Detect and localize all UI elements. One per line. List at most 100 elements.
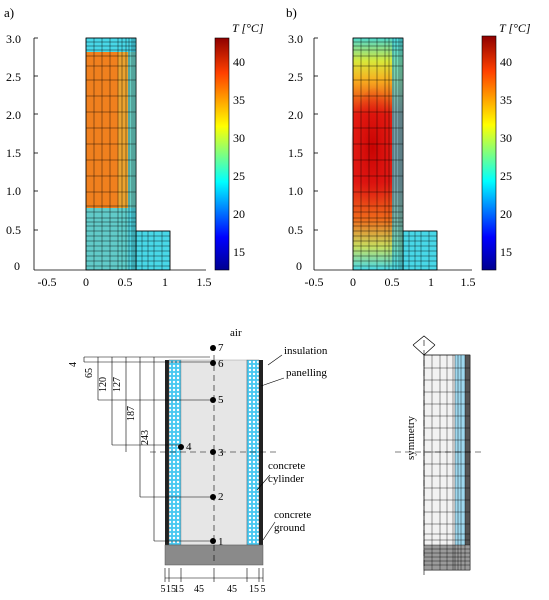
section-callouts: insulation panelling concrete cylinder c… xyxy=(268,345,328,534)
svg-text:7: 7 xyxy=(218,342,224,354)
panel-b-colorbar-title: T [°C] xyxy=(499,21,531,35)
width-dimensions xyxy=(164,568,264,582)
mesh-insulation xyxy=(455,355,465,545)
svg-text:25: 25 xyxy=(233,169,245,183)
mesh-panelling xyxy=(465,355,470,545)
panel-a-x-axis: -0.5 0 0.5 1 1.5 xyxy=(38,275,212,289)
svg-text:30: 30 xyxy=(233,131,245,145)
symmetry-label: symmetry xyxy=(405,416,417,460)
panel-a-colorbar-ticks: 40 35 30 25 20 15 xyxy=(233,55,245,259)
svg-text:2.0: 2.0 xyxy=(288,108,303,122)
concrete-cylinder-callout-2: cylinder xyxy=(268,473,304,485)
dim-243: 243 xyxy=(140,430,151,445)
dim-127: 127 xyxy=(112,377,123,392)
svg-text:4: 4 xyxy=(186,441,192,453)
svg-text:30: 30 xyxy=(500,131,512,145)
svg-text:1.5: 1.5 xyxy=(288,146,303,160)
svg-text:0.5: 0.5 xyxy=(118,275,133,289)
panel-b-ground xyxy=(403,231,437,270)
panel-b-y-axis: 3.0 2.5 2.0 1.5 1.0 0.5 0 xyxy=(288,32,303,273)
wdim-7: 5 xyxy=(261,584,266,595)
dim-120: 120 xyxy=(98,377,109,392)
panel-a-label: a) xyxy=(4,5,14,20)
wdim-1: 5 xyxy=(161,584,166,595)
svg-text:15: 15 xyxy=(500,245,512,259)
insulation-callout: insulation xyxy=(284,345,328,357)
svg-text:3.0: 3.0 xyxy=(6,32,21,46)
panel-b-x-axis: -0.5 0 0.5 1 1.5 xyxy=(305,275,476,289)
svg-text:1: 1 xyxy=(218,536,224,548)
concrete-ground-callout-2: ground xyxy=(274,522,306,534)
svg-text:15: 15 xyxy=(233,245,245,259)
mesh-diagram: symmetry xyxy=(395,335,482,575)
point-3 xyxy=(210,449,216,455)
svg-text:5: 5 xyxy=(218,394,224,406)
panel-a-colorbar-title: T [°C] xyxy=(232,21,264,35)
svg-text:0.5: 0.5 xyxy=(385,275,400,289)
svg-text:0: 0 xyxy=(83,275,89,289)
dim-187: 187 xyxy=(126,406,137,421)
point-7 xyxy=(210,345,216,351)
svg-text:1.0: 1.0 xyxy=(288,184,303,198)
concrete-ground-callout-1: concrete xyxy=(274,509,311,521)
symmetry-mark xyxy=(412,335,436,356)
point-1 xyxy=(210,538,216,544)
panel-b-mesh xyxy=(352,37,438,271)
panelling-callout: panelling xyxy=(286,367,327,379)
panel-a: a) 3.0 2.5 2.0 1.5 1.0 0.5 0 -0.5 0 xyxy=(4,5,264,289)
svg-text:1.5: 1.5 xyxy=(197,275,212,289)
panel-b-colorbar xyxy=(481,35,497,271)
point-2 xyxy=(210,494,216,500)
svg-text:35: 35 xyxy=(233,93,245,107)
svg-text:2.5: 2.5 xyxy=(6,70,21,84)
svg-text:20: 20 xyxy=(233,207,245,221)
wdim-2: 15 xyxy=(166,584,176,595)
wdim-6: 15 xyxy=(249,584,259,595)
dim-65: 65 xyxy=(84,368,95,378)
svg-text:2.0: 2.0 xyxy=(6,108,21,122)
wdim-5: 45 xyxy=(227,584,237,595)
panel-a-colorbar xyxy=(214,37,230,271)
svg-text:20: 20 xyxy=(500,207,512,221)
svg-text:2.5: 2.5 xyxy=(288,70,303,84)
svg-text:35: 35 xyxy=(500,93,512,107)
dim-4: 4 xyxy=(68,362,79,367)
panelling-right xyxy=(259,360,263,545)
svg-text:25: 25 xyxy=(500,169,512,183)
concrete-cylinder-callout-1: concrete xyxy=(268,460,305,472)
svg-text:-0.5: -0.5 xyxy=(38,275,57,289)
point-5 xyxy=(210,397,216,403)
point-6 xyxy=(210,360,216,366)
svg-text:0.5: 0.5 xyxy=(6,223,21,237)
panel-b: b) 3.0 2.5 2.0 1.5 1.0 0.5 0 -0.5 0 0.5 xyxy=(286,5,531,289)
panel-b-label: b) xyxy=(286,5,297,20)
svg-text:3: 3 xyxy=(218,447,224,459)
svg-text:6: 6 xyxy=(218,358,224,370)
svg-text:1.5: 1.5 xyxy=(461,275,476,289)
panel-a-y-axis: 3.0 2.5 2.0 1.5 1.0 0.5 0 xyxy=(6,32,21,273)
air-label: air xyxy=(230,327,242,339)
svg-text:1: 1 xyxy=(162,275,168,289)
panelling-left xyxy=(165,360,169,545)
svg-text:2: 2 xyxy=(218,491,224,503)
panel-a-ground xyxy=(136,231,170,270)
svg-text:-0.5: -0.5 xyxy=(305,275,324,289)
svg-text:0: 0 xyxy=(350,275,356,289)
svg-text:0: 0 xyxy=(14,259,20,273)
wdim-4: 45 xyxy=(194,584,204,595)
svg-text:3.0: 3.0 xyxy=(288,32,303,46)
svg-text:1: 1 xyxy=(428,275,434,289)
svg-text:40: 40 xyxy=(233,55,245,69)
cross-section: air 7 6 5 4 3 2 1 insulation panelling xyxy=(68,327,328,595)
measurement-points: 7 6 5 4 3 2 1 xyxy=(178,342,224,548)
panel-b-colorbar-ticks: 40 35 30 25 20 15 xyxy=(500,55,512,259)
svg-text:40: 40 xyxy=(500,55,512,69)
insulation-left xyxy=(168,359,182,546)
svg-text:1.0: 1.0 xyxy=(6,184,21,198)
panel-a-mesh xyxy=(85,37,171,271)
wdim-3: 15 xyxy=(174,584,184,595)
svg-text:0.5: 0.5 xyxy=(288,223,303,237)
insulation-right xyxy=(246,359,260,546)
point-4 xyxy=(178,444,184,450)
